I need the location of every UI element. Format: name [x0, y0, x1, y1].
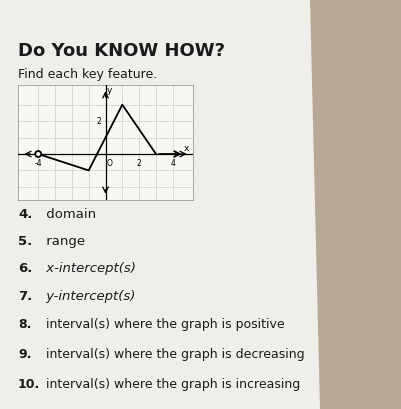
Text: 4: 4: [170, 159, 175, 168]
Text: range: range: [42, 235, 85, 248]
Text: 8.: 8.: [18, 318, 31, 331]
Text: 7.: 7.: [18, 290, 32, 303]
Text: Do You KNOW HOW?: Do You KNOW HOW?: [18, 42, 225, 60]
Text: Find each key feature.: Find each key feature.: [18, 68, 157, 81]
Circle shape: [35, 151, 41, 157]
Text: 2: 2: [96, 117, 101, 126]
Text: x: x: [183, 144, 188, 153]
Text: -4: -4: [34, 159, 42, 168]
Text: y: y: [107, 86, 112, 95]
Text: O: O: [107, 159, 112, 168]
Text: y-intercept(s): y-intercept(s): [42, 290, 135, 303]
Text: 10.: 10.: [18, 378, 40, 391]
Text: 9.: 9.: [18, 348, 31, 361]
Text: 6.: 6.: [18, 262, 32, 275]
Text: 5.: 5.: [18, 235, 32, 248]
Text: interval(s) where the graph is increasing: interval(s) where the graph is increasin…: [42, 378, 300, 391]
Text: domain: domain: [42, 208, 96, 221]
Text: interval(s) where the graph is positive: interval(s) where the graph is positive: [42, 318, 284, 331]
Text: 2: 2: [136, 159, 141, 168]
Text: interval(s) where the graph is decreasing: interval(s) where the graph is decreasin…: [42, 348, 304, 361]
Text: x-intercept(s): x-intercept(s): [42, 262, 136, 275]
Polygon shape: [0, 0, 319, 409]
Text: 4.: 4.: [18, 208, 32, 221]
